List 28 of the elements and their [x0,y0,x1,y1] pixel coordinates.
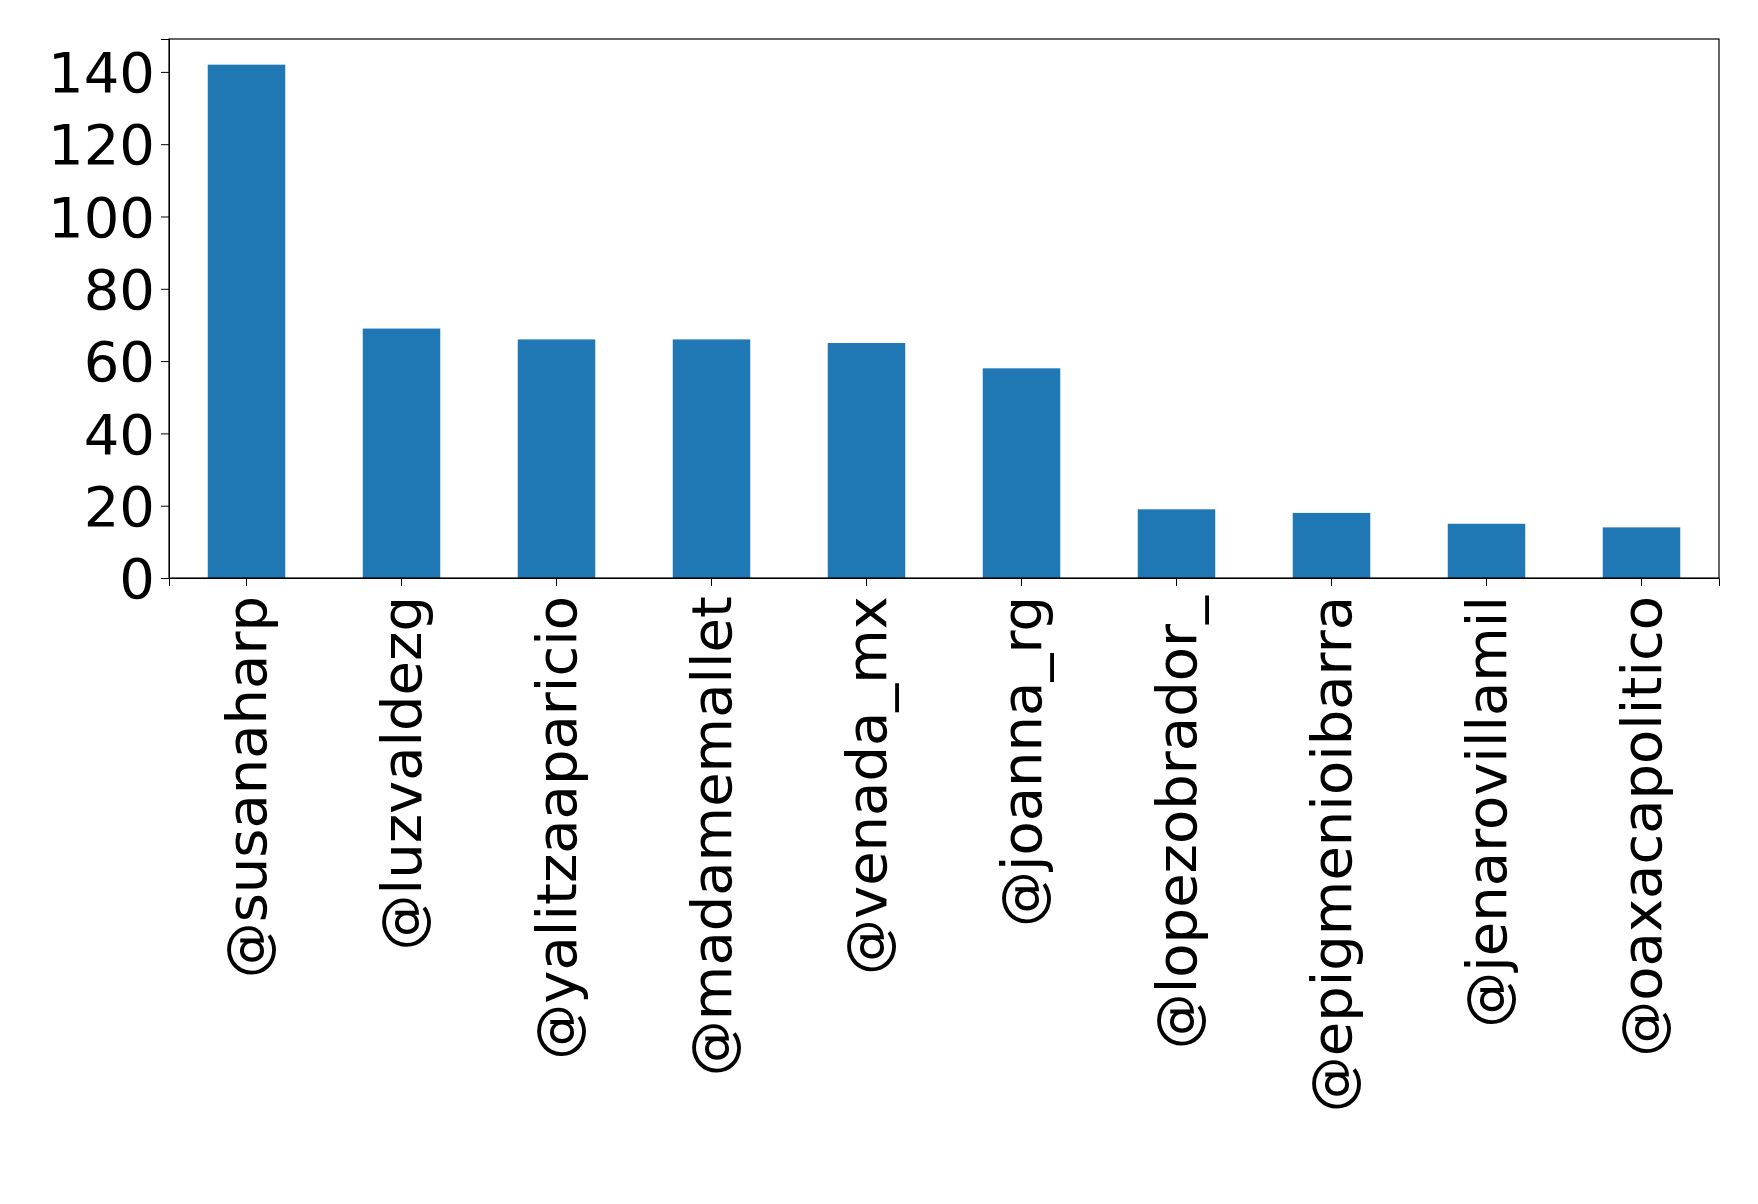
y-tick-label: 0 [119,546,155,612]
bar [672,339,751,578]
bar [517,339,596,578]
x-tick-label: @lopezobrador_ [1144,595,1210,1050]
y-tick-label: 20 [83,473,155,539]
x-tick-label: @oaxacapolitico [1609,596,1675,1057]
x-tick-label: @jenarovillamil [1454,596,1520,1028]
x-tick-label: @susanaharp [214,596,280,979]
y-tick-label: 80 [83,256,155,322]
bar [207,64,286,578]
bar [982,368,1061,578]
y-tick-label: 100 [48,184,155,250]
y-tick-label: 40 [83,401,155,467]
x-tick-label: @epigmenioibarra [1299,596,1365,1113]
x-tick-label: @venada_mx [834,596,900,975]
bar [1602,527,1681,578]
bar [827,343,906,578]
y-tick-label: 60 [83,329,155,395]
bar [1292,512,1371,578]
x-tick-label: @joanna_rg [989,596,1055,928]
x-tick-label: @madamemallet [679,596,745,1077]
x-tick-label: @yalitzaaparicio [524,596,590,1060]
y-tick-label: 140 [48,40,155,105]
bar [1137,509,1216,578]
x-tick-label: @luzvaldezg [369,596,435,951]
bar [362,328,441,578]
bar [1447,523,1526,578]
y-tick-label: 120 [48,112,155,178]
